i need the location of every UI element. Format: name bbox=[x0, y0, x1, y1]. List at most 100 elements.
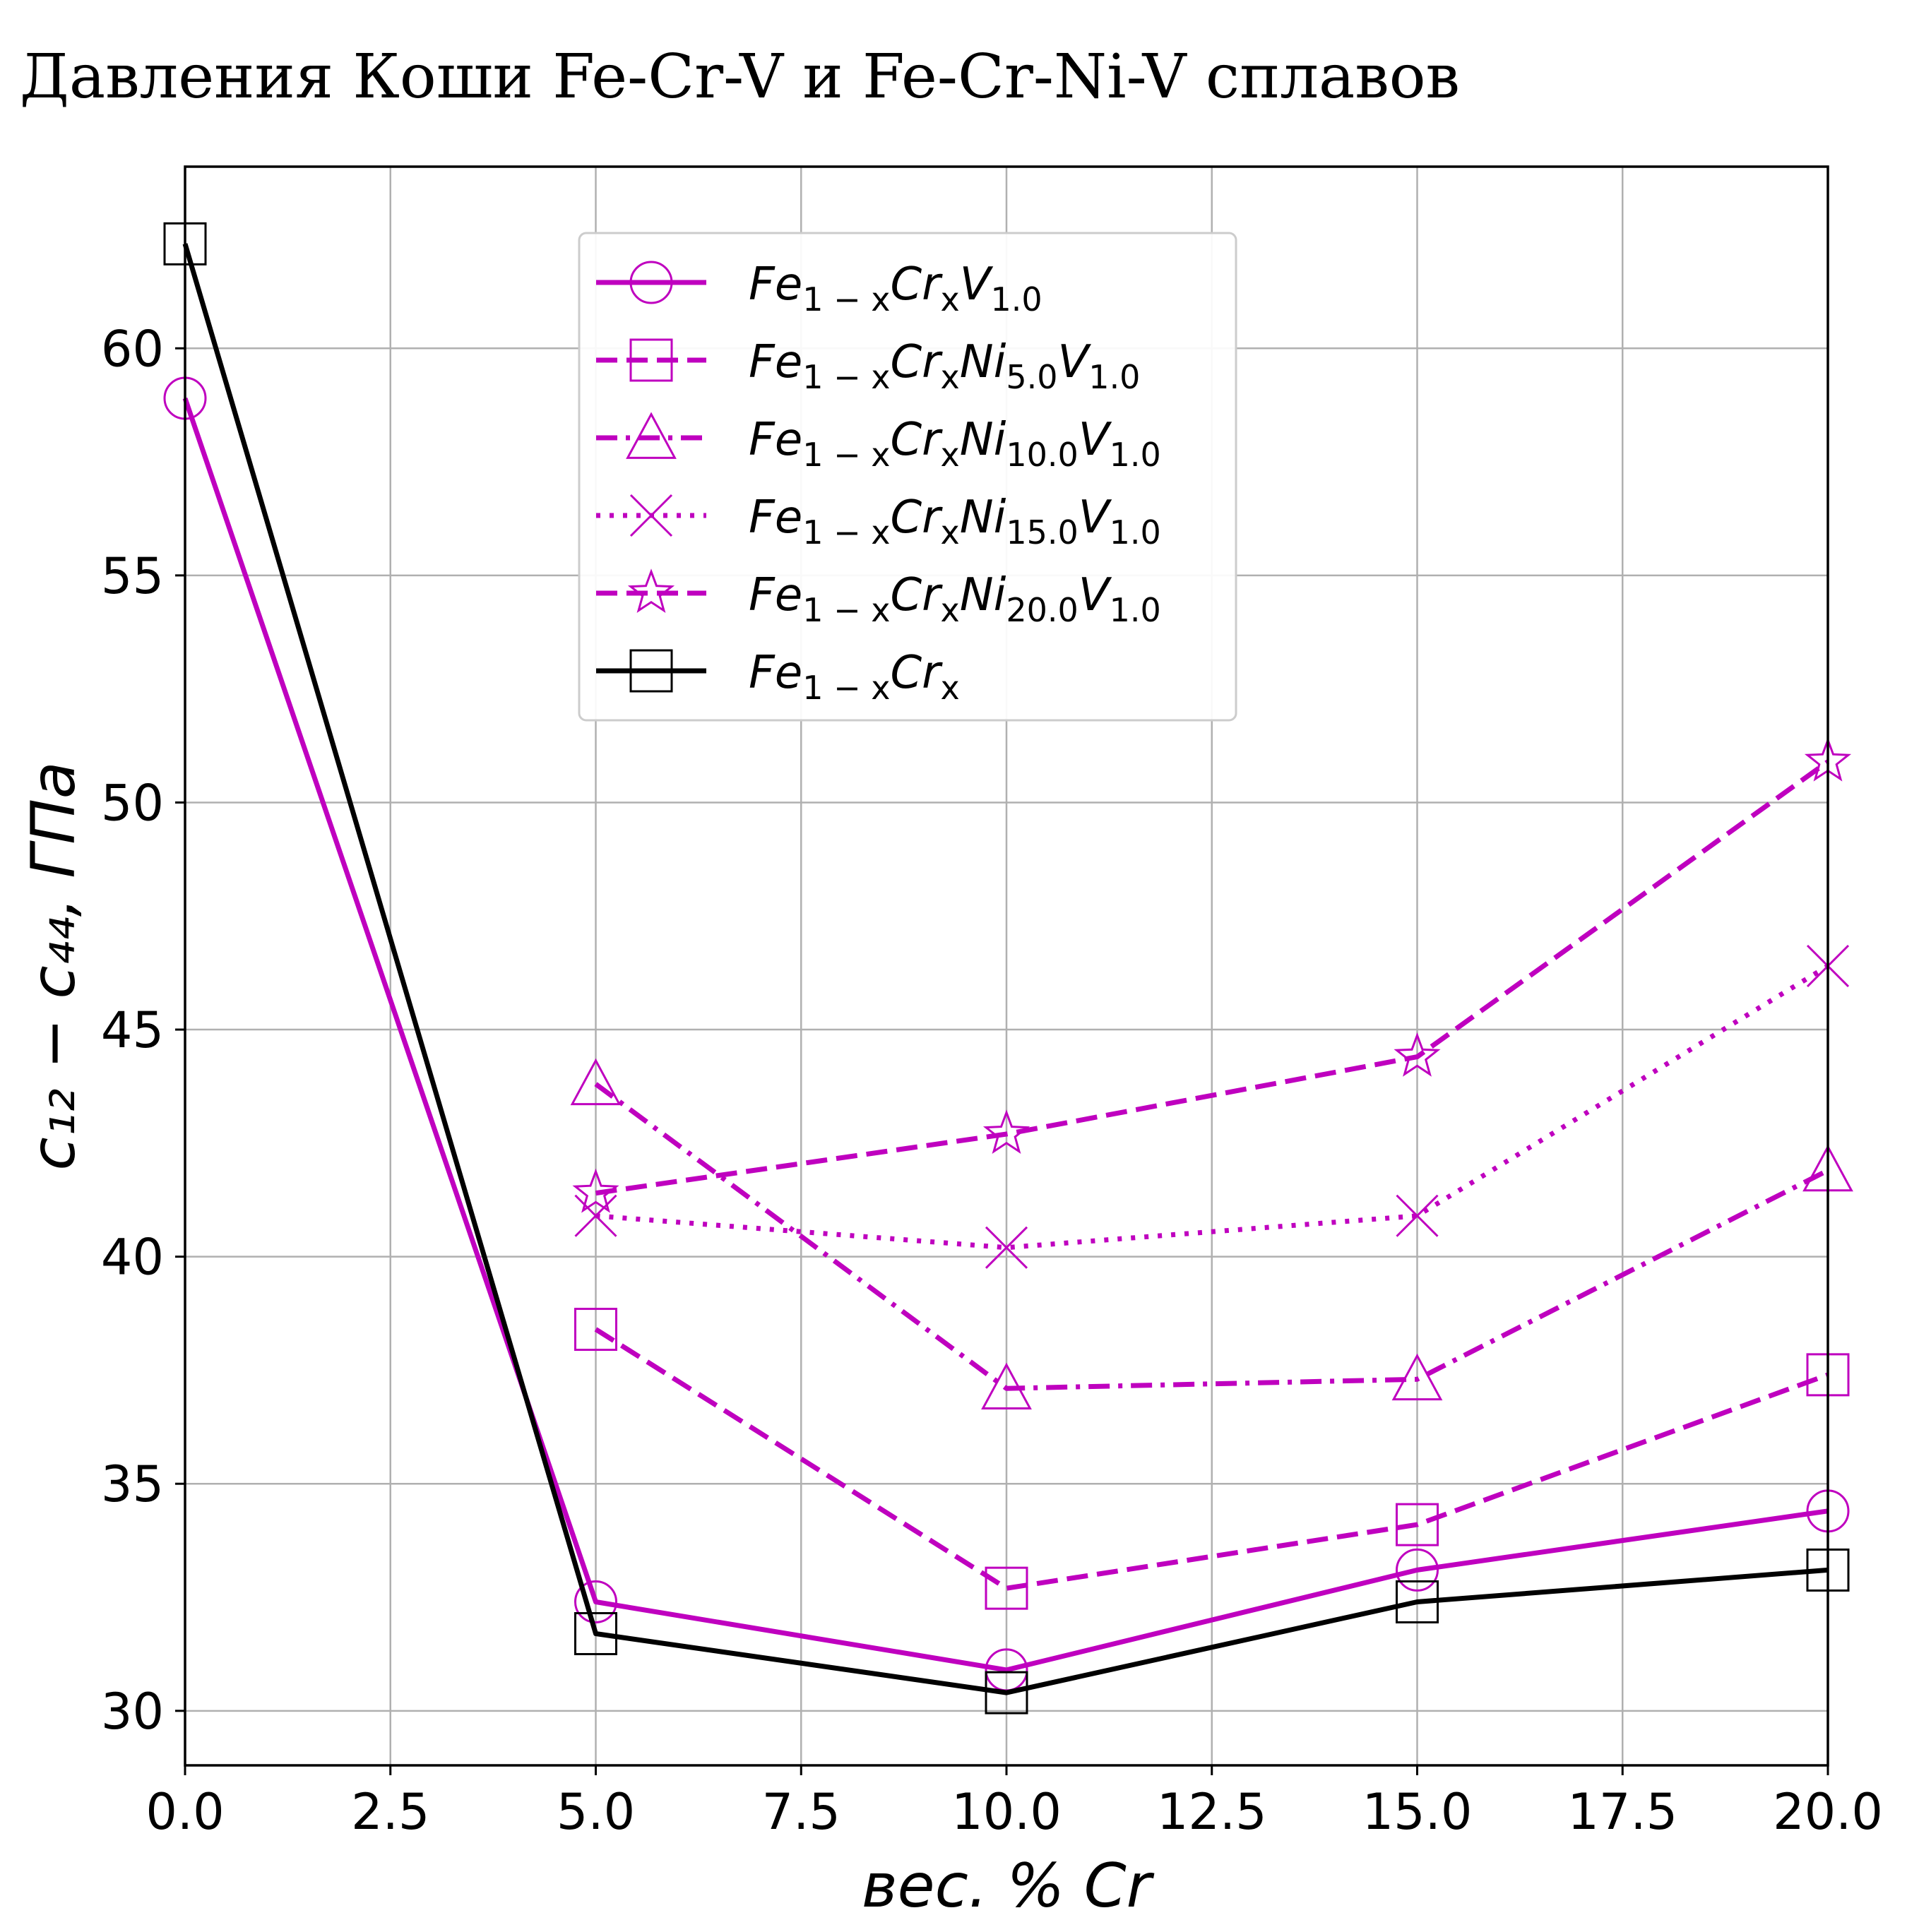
data-point bbox=[574, 1580, 617, 1623]
legend-label-part: x bbox=[940, 513, 959, 551]
chart-title: Давления Коши Fe-Cr-V и Fe-Cr-Ni-V сплав… bbox=[20, 42, 1460, 112]
legend-label-part: x bbox=[940, 358, 959, 396]
legend-box bbox=[578, 232, 1237, 722]
legend-entry: Fe1 − xCrxNi20.0V1.0 bbox=[596, 568, 1161, 629]
legend-label-part: Ni bbox=[960, 491, 1006, 544]
series-layer bbox=[163, 222, 1853, 1715]
legend-label-part: 1.0 bbox=[1088, 358, 1140, 396]
legend-label-part: x bbox=[940, 436, 959, 474]
data-point bbox=[985, 1671, 1028, 1715]
data-point bbox=[985, 1226, 1028, 1269]
x-tick-label: 10.0 bbox=[951, 1783, 1062, 1841]
legend-label-part: 1 − x bbox=[802, 436, 890, 474]
legend-label-part: 1 − x bbox=[802, 513, 890, 551]
data-point bbox=[570, 1058, 622, 1106]
legend-label-part: Fe bbox=[749, 491, 802, 544]
legend-label-part: 1 − x bbox=[802, 358, 890, 396]
legend-label-part: 20.0 bbox=[1006, 591, 1078, 629]
data-point bbox=[1396, 1503, 1439, 1546]
legend-label-part: Fe bbox=[749, 414, 802, 466]
legend-label-part: 1.0 bbox=[1110, 513, 1161, 551]
legend-marker bbox=[629, 494, 673, 537]
legend-entry: Fe1 − xCrxV1.0 bbox=[596, 258, 1042, 318]
data-point bbox=[981, 1362, 1032, 1410]
legend-label-part: x bbox=[940, 669, 959, 707]
legend-marker bbox=[629, 338, 673, 382]
legend-marker bbox=[627, 568, 675, 614]
legend-label-part: 1.0 bbox=[1110, 591, 1161, 629]
legend-marker bbox=[629, 261, 673, 304]
x-tick-label: 17.5 bbox=[1567, 1783, 1677, 1841]
data-point bbox=[1396, 1548, 1439, 1592]
legend-label-part: Fe bbox=[749, 258, 802, 311]
legend-label-part: Ni bbox=[960, 336, 1006, 388]
legend-label-part: Fe bbox=[749, 569, 802, 621]
legend-label-part: Cr bbox=[890, 258, 943, 311]
ticks: 0.0 2.5 5.0 7.5 10.0 12.5 15.0 17.5 20.0 30 35 40 45… bbox=[101, 320, 1883, 1841]
legend-label-part: x bbox=[940, 280, 959, 318]
legend-label-part: 1 − x bbox=[802, 280, 890, 318]
y-tick-label: 35 bbox=[101, 1455, 164, 1513]
series-line bbox=[182, 397, 1829, 1673]
y-axis-label: c₁₂ − c₄₄, ГПа bbox=[18, 761, 89, 1170]
legend-label: Fe1 − xCrxNi10.0V1.0 bbox=[749, 414, 1161, 474]
x-tick-label: 15.0 bbox=[1362, 1783, 1473, 1841]
legend-label-part: Ni bbox=[960, 569, 1006, 621]
x-tick-label: 2.5 bbox=[351, 1783, 429, 1841]
series-line bbox=[595, 759, 1830, 1196]
legend-label-part: V bbox=[1079, 414, 1112, 466]
legend-label-part: Fe bbox=[749, 336, 802, 388]
data-point bbox=[1391, 1353, 1443, 1401]
legend-entry: Fe1 − xCrxNi15.0V1.0 bbox=[596, 491, 1161, 551]
legend-label-part: 15.0 bbox=[1006, 513, 1078, 551]
x-axis-label: вес. % Cr bbox=[862, 1851, 1155, 1921]
data-point bbox=[574, 1611, 617, 1655]
legend-label-part: Cr bbox=[890, 336, 943, 388]
x-tick-label: 5.0 bbox=[557, 1783, 635, 1841]
data-point bbox=[572, 1168, 619, 1213]
legend-label: Fe1 − xCrxNi15.0V1.0 bbox=[749, 491, 1161, 551]
legend-label-part: x bbox=[940, 591, 959, 629]
y-tick-label: 40 bbox=[101, 1229, 164, 1287]
legend-label-part: Cr bbox=[890, 491, 943, 544]
legend-label-part: 1 − x bbox=[802, 669, 890, 707]
legend-label: Fe1 − xCrx bbox=[749, 647, 960, 707]
y-tick-label: 60 bbox=[101, 320, 164, 378]
legend-label: Fe1 − xCrxNi5.0V1.0 bbox=[749, 336, 1140, 396]
series-line bbox=[594, 1082, 1829, 1391]
data-point bbox=[574, 1308, 617, 1352]
x-tick-label: 20.0 bbox=[1773, 1783, 1883, 1841]
series-4 bbox=[572, 737, 1852, 1213]
legend-label-part: V bbox=[960, 258, 994, 311]
series-line bbox=[182, 243, 1829, 1695]
data-point bbox=[1396, 1580, 1439, 1623]
legend-label-part: 1.0 bbox=[990, 280, 1042, 318]
legend-label-part: 1 − x bbox=[802, 591, 890, 629]
legend-label-part: Cr bbox=[890, 414, 943, 466]
legend-label-part: V bbox=[1079, 491, 1112, 544]
legend-entry: Fe1 − xCrx bbox=[596, 647, 960, 707]
legend-entry: Fe1 − xCrxNi5.0V1.0 bbox=[596, 336, 1140, 396]
legend-label-part: Ni bbox=[960, 414, 1006, 466]
data-point bbox=[1394, 1032, 1441, 1077]
legend-label-part: 5.0 bbox=[1006, 358, 1057, 396]
legend-label: Fe1 − xCrxNi20.0V1.0 bbox=[749, 569, 1161, 629]
series-line bbox=[595, 964, 1829, 1251]
y-tick-label: 45 bbox=[101, 1001, 164, 1059]
legend-marker bbox=[626, 412, 677, 459]
legend-label-part: Cr bbox=[890, 569, 943, 621]
legend-label-part: V bbox=[1079, 569, 1112, 621]
legend-entry: Fe1 − xCrxNi10.0V1.0 bbox=[596, 412, 1161, 474]
y-tick-label: 30 bbox=[101, 1683, 164, 1741]
x-tick-label: 0.0 bbox=[145, 1783, 224, 1841]
data-point bbox=[985, 1566, 1028, 1610]
data-point bbox=[1396, 1194, 1439, 1237]
legend-label-part: V bbox=[1058, 336, 1092, 388]
x-tick-label: 12.5 bbox=[1157, 1783, 1267, 1841]
legend-label-part: Fe bbox=[749, 647, 802, 699]
y-tick-label: 50 bbox=[101, 774, 164, 832]
y-tick-label: 55 bbox=[101, 547, 164, 605]
legend-label-part: 10.0 bbox=[1006, 436, 1078, 474]
